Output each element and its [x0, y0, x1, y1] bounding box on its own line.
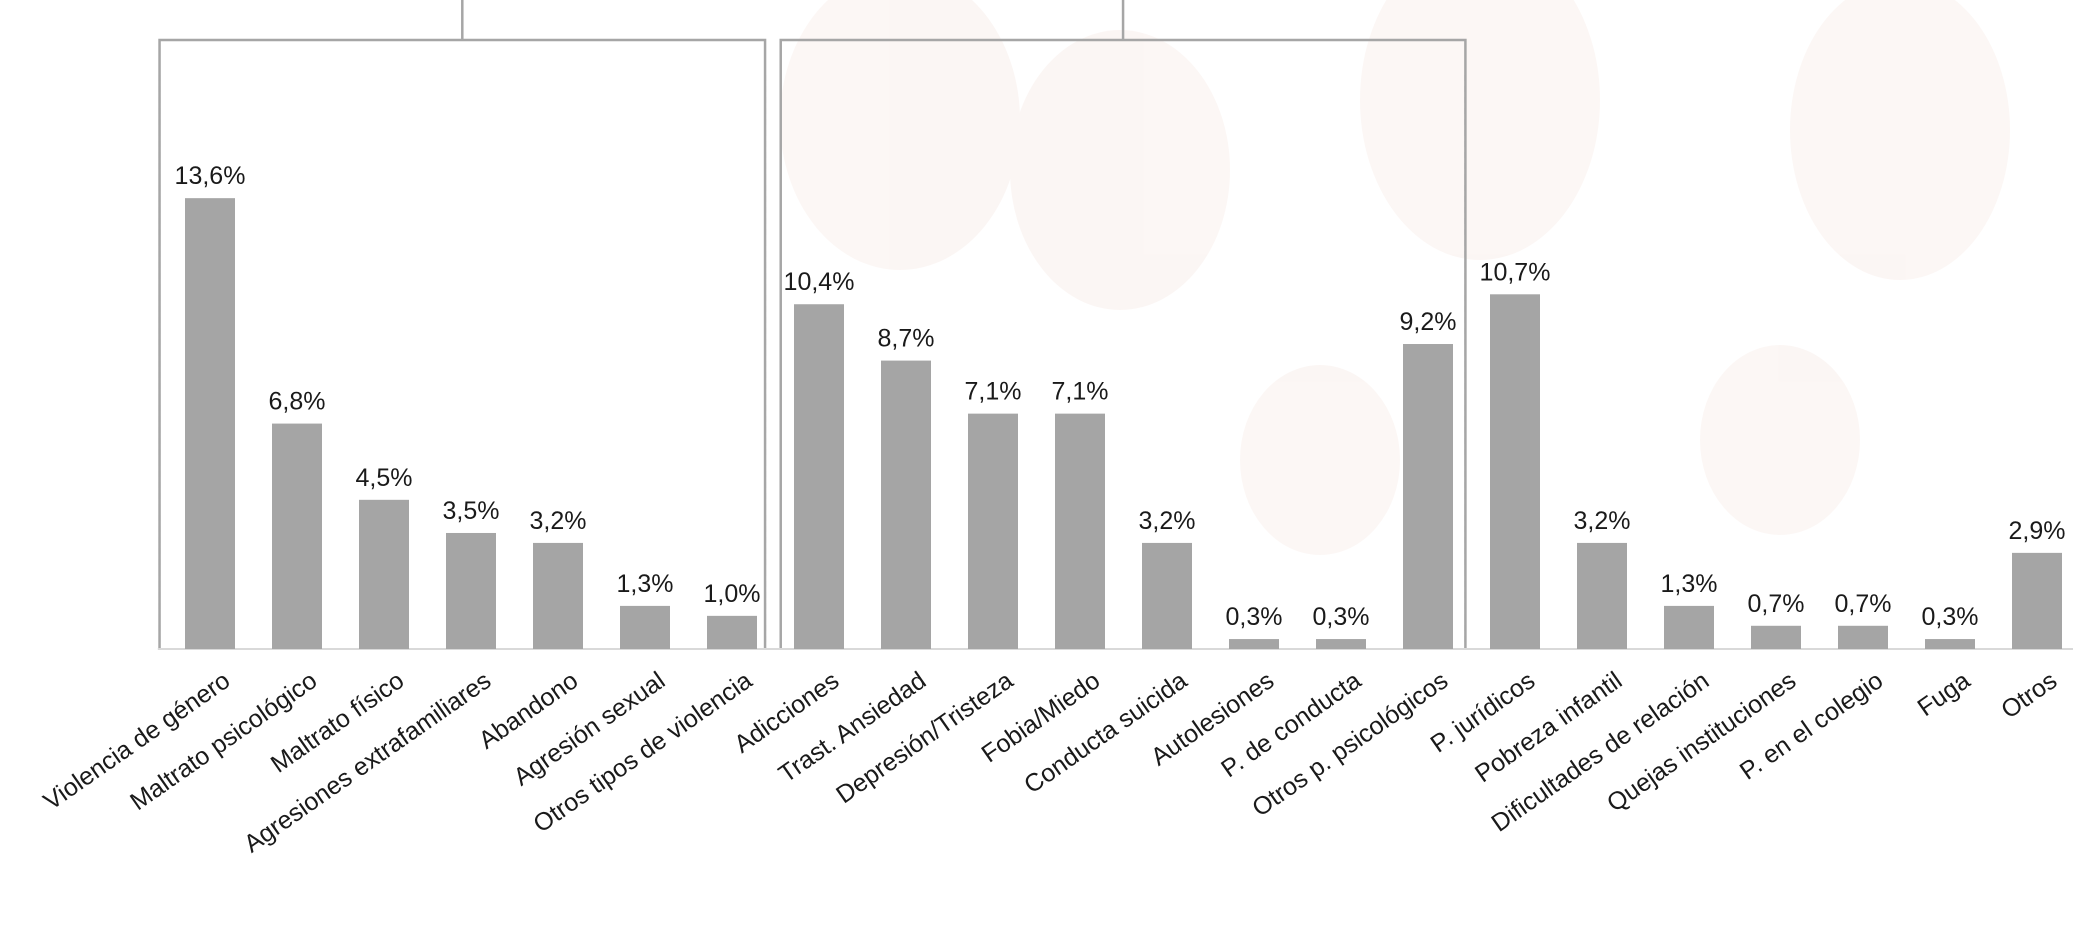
bar	[1838, 626, 1888, 649]
x-tick-label: Pobreza infantil	[1470, 666, 1627, 788]
bar	[1055, 414, 1105, 649]
value-label: 13,6%	[175, 162, 246, 190]
bar	[2012, 553, 2062, 649]
bar	[533, 543, 583, 649]
value-label: 1,0%	[704, 580, 761, 608]
bar	[1142, 543, 1192, 649]
value-label: 0,7%	[1748, 590, 1805, 618]
bar	[1577, 543, 1627, 649]
value-label: 3,5%	[443, 497, 500, 525]
value-label: 8,7%	[878, 325, 935, 353]
bar	[1664, 606, 1714, 649]
x-tick-label: P. en el colegio	[1735, 666, 1888, 785]
value-label: 0,3%	[1226, 603, 1283, 631]
bar	[794, 304, 844, 649]
bar	[185, 198, 235, 649]
value-label: 0,3%	[1313, 603, 1370, 631]
chart: 13,6%Violencia de género6,8%Maltrato psi…	[0, 0, 2073, 926]
bar	[272, 424, 322, 649]
value-label: 2,9%	[2009, 517, 2066, 545]
background-figures	[780, 0, 2010, 555]
bar	[707, 616, 757, 649]
value-label: 1,3%	[1661, 570, 1718, 598]
value-label: 7,1%	[1052, 378, 1109, 406]
bar	[446, 533, 496, 649]
value-label: 9,2%	[1400, 308, 1457, 336]
bar	[1490, 294, 1540, 649]
value-label: 3,2%	[1574, 507, 1631, 535]
x-tick-label: Otros	[1996, 666, 2062, 724]
bar	[1751, 626, 1801, 649]
value-label: 3,2%	[1139, 507, 1196, 535]
bar	[620, 606, 670, 649]
value-label: 4,5%	[356, 464, 413, 492]
value-label: 6,8%	[269, 388, 326, 416]
value-label: 10,4%	[784, 268, 855, 296]
bar	[968, 414, 1018, 649]
x-tick-label: Fuga	[1912, 666, 1975, 722]
value-label: 7,1%	[965, 378, 1022, 406]
value-label: 1,3%	[617, 570, 674, 598]
bar	[359, 500, 409, 649]
value-label: 10,7%	[1480, 258, 1551, 286]
value-label: 0,3%	[1922, 603, 1979, 631]
bar	[1403, 344, 1453, 649]
bar	[1925, 639, 1975, 649]
bar	[881, 361, 931, 649]
bar	[1316, 639, 1366, 649]
x-tick-label: Conducta suicida	[1019, 666, 1192, 799]
value-label: 3,2%	[530, 507, 587, 535]
bar	[1229, 639, 1279, 649]
value-label: 0,7%	[1835, 590, 1892, 618]
